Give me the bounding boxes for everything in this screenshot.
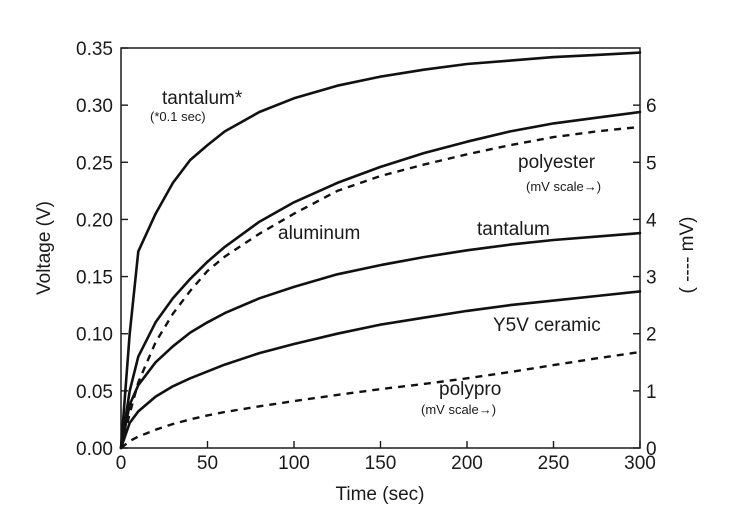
y-tick-label: 0.05 (76, 382, 113, 403)
x-tick-label: 150 (365, 453, 397, 474)
y-tick-label: 0.00 (76, 439, 113, 460)
x-axis-ticks: 0 50 100 150 200 250 300 (116, 441, 656, 474)
y-tick-label: 0.10 (76, 325, 113, 346)
y2-tick-label: 1 (646, 382, 657, 403)
series-line-aluminum-1 (119, 110, 642, 450)
y2-axis-ticks: 0 1 2 3 4 5 6 (633, 96, 657, 460)
series-name-label: polypro (439, 379, 501, 400)
y2-tick-label: 3 (646, 268, 657, 289)
y-tick-label: 0.30 (76, 96, 113, 117)
y-tick-label: 0.15 (76, 268, 113, 289)
y-axis-title: Voltage (V) (34, 201, 55, 295)
series-name-label: Y5V ceramic (493, 315, 601, 336)
series-note-label: (mV scale→) (421, 402, 496, 417)
x-tick-label: 100 (278, 453, 310, 474)
series-labels: tantalum*(*0.1 sec) polyester (mV scale→) a… (150, 88, 601, 417)
series-line-y5v-ceramic-4 (119, 290, 642, 450)
x-tick-label: 0 (116, 453, 127, 474)
series-name-label: aluminum (278, 223, 360, 244)
series-name-label: polyester (518, 152, 596, 173)
y-tick-label: 0.20 (76, 210, 113, 231)
y2-tick-label: 6 (646, 96, 657, 117)
series-name-label: tantalum (477, 219, 550, 240)
x-tick-label: 300 (624, 453, 656, 474)
y2-tick-label: 0 (646, 439, 657, 460)
series-line-tantalum-3 (119, 231, 642, 450)
y2-tick-label: 4 (646, 210, 657, 231)
series-note-label: (*0.1 sec) (150, 109, 206, 124)
series-name-label: tantalum* (162, 88, 243, 109)
y-axis-ticks: 0.00 0.05 0.10 0.15 0.20 0.25 0.30 0.35 (76, 39, 128, 460)
y2-axis-title: ( ---- mV) (677, 216, 698, 293)
series-lines (119, 51, 642, 450)
series-line-polypro-5 (120, 350, 641, 449)
y-tick-label: 0.25 (76, 153, 113, 174)
y2-tick-label: 2 (646, 325, 657, 346)
y-tick-label: 0.35 (76, 39, 113, 60)
series-line-polyester-2 (119, 125, 641, 449)
series-note-label: (mV scale→) (526, 179, 601, 194)
series-line-tantalum-0 (119, 51, 642, 450)
x-axis-title: Time (sec) (335, 484, 424, 505)
x-tick-label: 50 (197, 453, 218, 474)
x-tick-label: 250 (538, 453, 570, 474)
y2-tick-label: 5 (646, 153, 657, 174)
x-tick-label: 200 (451, 453, 483, 474)
